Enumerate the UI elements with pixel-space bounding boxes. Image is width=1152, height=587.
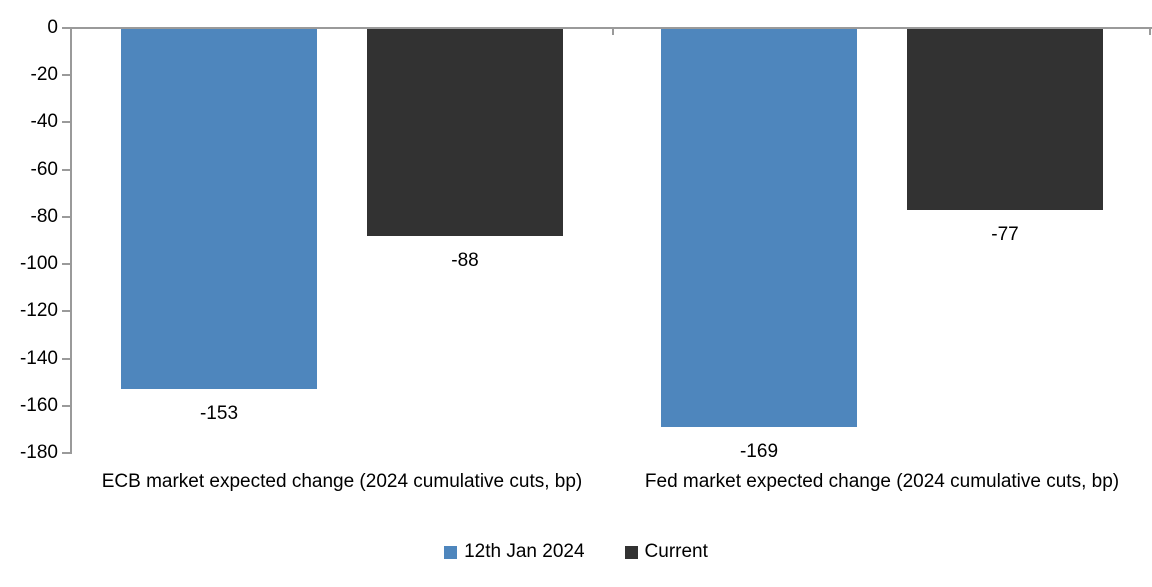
bar-value-label: -88 — [451, 249, 479, 271]
y-axis-line — [70, 27, 72, 454]
x-axis-line — [62, 27, 1152, 29]
y-tick-label: -160 — [19, 394, 58, 416]
y-tick-label: -140 — [19, 347, 58, 369]
category-label: Fed market expected change (2024 cumulat… — [644, 471, 1120, 492]
category-axis-tick — [612, 28, 614, 35]
legend-label: 12th Jan 2024 — [464, 541, 585, 562]
bar-value-label: -77 — [991, 223, 1019, 245]
bar-value-label: -153 — [199, 403, 239, 425]
bar — [661, 29, 857, 428]
y-tick-label: -40 — [30, 111, 58, 133]
legend-item: Current — [624, 541, 708, 563]
bar — [121, 29, 317, 390]
y-tick-label: -20 — [30, 64, 58, 86]
y-axis-tick — [62, 357, 70, 360]
y-tick-label: -100 — [19, 253, 58, 275]
y-axis-tick — [62, 404, 70, 407]
y-tick-label: -60 — [30, 158, 58, 180]
y-axis-tick — [62, 74, 70, 77]
y-tick-label: 0 — [47, 17, 58, 38]
bar — [907, 29, 1103, 210]
y-axis-tick — [62, 310, 70, 313]
y-axis-tick — [62, 121, 70, 124]
category-axis-tick — [1149, 28, 1151, 35]
bar — [367, 29, 563, 236]
y-tick-label: -180 — [19, 442, 58, 463]
legend-item: 12th Jan 2024 — [444, 541, 585, 563]
y-axis-tick — [62, 452, 70, 454]
y-tick-label: -80 — [30, 205, 58, 227]
legend-label: Current — [644, 541, 708, 562]
y-tick-label: -120 — [19, 300, 58, 322]
legend-marker-icon — [624, 545, 638, 559]
legend: 12th Jan 2024 Current — [0, 540, 1152, 564]
bar-value-label: -169 — [739, 441, 779, 463]
y-axis-tick — [62, 168, 70, 171]
y-axis-tick — [62, 215, 70, 218]
legend-marker-icon — [444, 545, 458, 559]
y-axis-tick — [62, 27, 70, 29]
y-axis-tick — [62, 263, 70, 266]
category-label: ECB market expected change (2024 cumulat… — [101, 471, 583, 492]
